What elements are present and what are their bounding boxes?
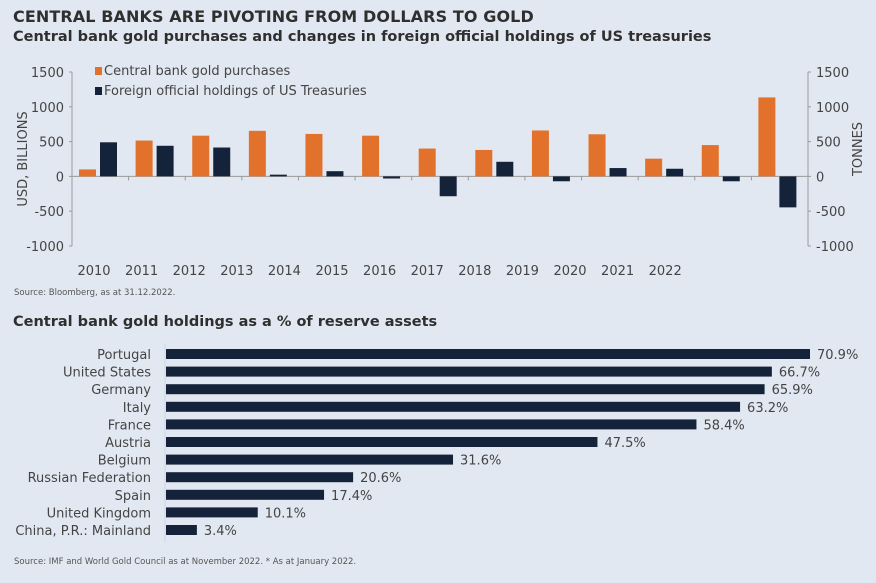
gold-share-value-label: 10.1%	[265, 506, 306, 521]
treasuries-bar	[609, 168, 627, 177]
x-axis-tick-label: 2012	[173, 264, 206, 279]
treasuries-bar	[213, 147, 231, 177]
left-axis-tick-label: -1000	[26, 240, 64, 255]
right-axis-tick-label: 1500	[816, 66, 849, 81]
right-axis-tick-label: 0	[816, 170, 824, 185]
treasuries-bar	[779, 176, 797, 208]
gold-purchases-bar	[248, 130, 266, 177]
legend-label-gold: Central bank gold purchases	[104, 64, 290, 79]
treasuries-bar	[383, 176, 401, 179]
legend-swatch-treasuries	[95, 87, 102, 95]
chart1-source: Source: Bloomberg, as at 31.12.2022.	[14, 288, 176, 298]
x-axis-tick-label: 2014	[268, 264, 301, 279]
gold-purchases-bar	[305, 133, 323, 177]
gold-share-bar	[166, 401, 741, 412]
treasuries-bar	[552, 176, 570, 182]
gold-share-value-label: 58.4%	[703, 418, 744, 433]
gold-share-bar	[166, 525, 197, 535]
left-axis-tick-label: 1000	[31, 101, 64, 116]
chart2-title: Central bank gold holdings as a % of res…	[13, 314, 438, 330]
gold-share-value-label: 20.6%	[360, 471, 401, 486]
x-axis-tick-label: 2018	[458, 264, 491, 279]
gold-share-bar	[166, 454, 454, 465]
country-label: Belgium	[98, 454, 151, 469]
country-label: United States	[63, 366, 151, 381]
left-axis-tick-label: 500	[39, 136, 64, 151]
treasuries-bar	[100, 142, 117, 177]
gold-share-bar	[166, 349, 810, 359]
country-label: Germany	[91, 383, 151, 398]
gold-share-value-label: 63.2%	[747, 401, 788, 416]
left-axis-tick-label: 0	[56, 170, 64, 185]
treasuries-bar	[156, 145, 174, 177]
country-label: Portugal	[97, 348, 151, 363]
gold-purchases-bar	[588, 134, 606, 177]
left-axis-tick-label: 1500	[31, 66, 64, 81]
gold-share-value-label: 3.4%	[204, 524, 237, 539]
gold-share-bar	[166, 489, 325, 500]
treasuries-bar	[326, 171, 344, 177]
gold-share-value-label: 65.9%	[772, 383, 813, 398]
gold-share-bar	[166, 366, 772, 377]
right-axis-tick-label: 1000	[816, 101, 849, 116]
x-axis-tick-label: 2022	[649, 264, 682, 279]
country-label: Austria	[105, 436, 151, 451]
gold-purchases-bar	[475, 149, 493, 177]
gold-reserve-share-chart: Portugal 70.9% United States 66.7% Germany 65…	[15, 344, 858, 543]
left-axis-title: USD, BILLIONS	[16, 111, 31, 206]
x-axis-tick-label: 2010	[77, 264, 110, 279]
gold-share-bar	[166, 419, 697, 430]
gold-share-value-label: 17.4%	[331, 489, 372, 504]
legend-swatch-gold	[95, 67, 102, 75]
country-label: Russian Federation	[28, 471, 151, 486]
gold-purchases-bar	[192, 135, 210, 177]
chart1-title: Central bank gold purchases and changes …	[13, 29, 712, 45]
x-axis-tick-label: 2021	[601, 264, 634, 279]
gold-share-value-label: 70.9%	[817, 348, 858, 363]
gold-share-value-label: 31.6%	[460, 454, 501, 469]
x-axis-tick-label: 2020	[553, 264, 586, 279]
treasuries-bar	[722, 176, 740, 182]
gold-share-bar	[166, 507, 258, 518]
treasuries-bar	[666, 168, 684, 177]
right-axis-title: TONNES	[851, 122, 866, 177]
x-axis-tick-label: 2016	[363, 264, 396, 279]
x-axis-tick-label: 2015	[315, 264, 348, 279]
country-label: United Kingdom	[47, 506, 151, 521]
gold-share-value-label: 66.7%	[779, 366, 820, 381]
legend-label-treasuries: Foreign official holdings of US Treasuri…	[104, 84, 367, 99]
gold-purchases-bar	[531, 130, 549, 177]
chart2-source: Source: IMF and World Gold Council as at…	[14, 557, 357, 567]
x-axis-tick-label: 2013	[220, 264, 253, 279]
gold-purchases-bar	[362, 135, 380, 177]
gold-purchases-bar	[135, 140, 153, 177]
gold-share-value-label: 47.5%	[604, 436, 645, 451]
right-axis-tick-label: -1000	[816, 240, 854, 255]
x-axis-tick-label: 2017	[411, 264, 444, 279]
gold-purchases-bar	[418, 148, 436, 177]
x-axis-tick-label: 2011	[125, 264, 158, 279]
right-axis-tick-label: 500	[816, 136, 841, 151]
left-axis-tick-label: -500	[34, 205, 64, 220]
page-title: CENTRAL BANKS ARE PIVOTING FROM DOLLARS …	[13, 7, 534, 26]
country-label: China, P.R.: Mainland	[15, 524, 151, 539]
gold-share-bar	[166, 472, 354, 483]
gold-purchases-bar	[645, 158, 663, 177]
right-axis-tick-label: -500	[816, 205, 846, 220]
gold-share-bar	[166, 384, 765, 395]
gold-share-bar	[166, 437, 598, 447]
country-label: France	[108, 418, 151, 433]
gold-purchases-bar	[701, 145, 719, 177]
treasuries-bar	[496, 161, 514, 177]
treasuries-bar	[269, 174, 287, 177]
gold-purchases-bar	[79, 169, 96, 177]
treasuries-bar	[439, 176, 457, 197]
gold-vs-treasuries-chart: 1500 1000 500 0 -500 -1000 1500 1000 500 0 -500 -10…	[16, 64, 866, 279]
country-label: Italy	[123, 401, 152, 416]
gold-purchases-bar	[758, 97, 776, 177]
country-label: Spain	[115, 489, 151, 504]
x-axis-tick-label: 2019	[506, 264, 539, 279]
